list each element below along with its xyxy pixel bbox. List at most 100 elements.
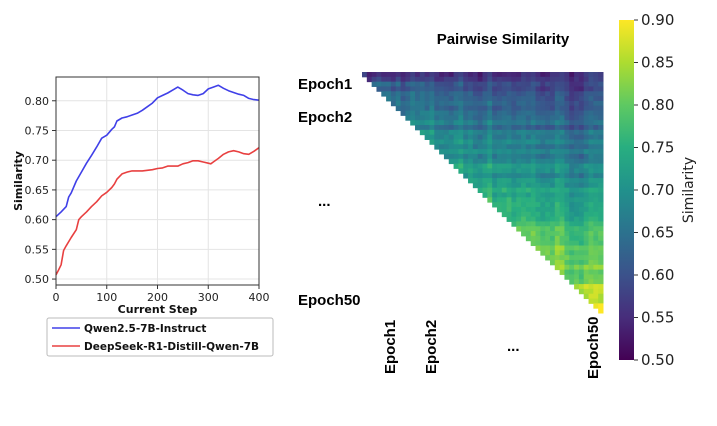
heatmap-cell (545, 250, 551, 256)
heatmap-cell (458, 100, 464, 107)
heatmap-cell (535, 173, 541, 179)
heatmap-cell (598, 255, 604, 261)
heatmap-cell (593, 197, 599, 203)
heatmap-cell (554, 72, 561, 78)
heatmap-cell (506, 187, 512, 193)
heatmap-cell (564, 105, 570, 112)
heatmap-cell (424, 120, 430, 126)
heatmap-cell (443, 115, 450, 121)
heatmap-cell (472, 120, 479, 126)
heatmap-cell (521, 187, 527, 193)
heatmap-cell (569, 149, 575, 155)
heatmap-cell (516, 226, 522, 232)
heatmap-cell (487, 96, 493, 102)
heatmap-cell (390, 91, 397, 97)
heatmap-cell (525, 125, 532, 131)
heatmap-cell (549, 192, 556, 198)
heatmap-cell (545, 226, 551, 232)
legend-entry-deepseek: DeepSeek-R1-Distill-Qwen-7B (84, 341, 259, 353)
heatmap-cell (535, 163, 541, 169)
heatmap-cell (468, 178, 474, 184)
heatmap-cell (477, 153, 483, 160)
heatmap-cell (458, 158, 464, 165)
heatmap-cell (506, 72, 512, 78)
heatmap-cell (530, 91, 537, 97)
heatmap-cell (496, 192, 503, 198)
heatmap-cell (492, 192, 498, 198)
heatmap-cell (569, 269, 575, 275)
heatmap-cell (569, 240, 575, 247)
heatmap-cell (535, 158, 541, 165)
heatmap-cell (554, 240, 561, 247)
heatmap-cell (569, 125, 575, 131)
heatmap-cell (598, 279, 604, 285)
heatmap-cell (521, 168, 527, 174)
heatmap-cell (583, 153, 590, 160)
heatmap-cell (511, 211, 517, 218)
heatmap-cell (574, 168, 580, 174)
heatmap-cell (578, 81, 585, 87)
heatmap-cell (535, 144, 541, 150)
heatmap-cell (501, 173, 508, 179)
heatmap-cell (530, 96, 537, 102)
heatmap-cell (525, 81, 532, 87)
heatmap-cell (400, 96, 406, 102)
heatmap-cell (511, 110, 517, 116)
heatmap-cell (472, 110, 479, 116)
heatmap-cell (482, 129, 488, 136)
heatmap-cell (448, 81, 455, 87)
heatmap-cell (506, 202, 512, 208)
heatmap-cell (468, 149, 474, 155)
heatmap-cell (472, 134, 479, 140)
heatmap-cell (400, 105, 406, 112)
heatmap-cell (559, 158, 565, 165)
heatmap-cell (496, 153, 503, 160)
heatmap-cell (429, 139, 435, 145)
heatmap-cell (487, 149, 493, 155)
heatmap-cell (593, 226, 599, 232)
heatmap-cell (511, 125, 517, 131)
heatmap-cell (535, 110, 541, 116)
heatmap-cell (559, 240, 565, 247)
heatmap-cell (574, 284, 580, 290)
heatmap-cell (439, 129, 445, 136)
heatmap-cell (549, 153, 556, 160)
heatmap-cell (492, 115, 498, 121)
heatmap-cell (521, 153, 527, 160)
heatmap-cell (583, 81, 590, 87)
heatmap-cell (496, 100, 503, 107)
col-label-ellipsis: ... (507, 338, 520, 355)
heatmap-cell (521, 125, 527, 131)
heatmap-cell (468, 120, 474, 126)
heatmap-cell (554, 110, 561, 116)
heatmap-cell (525, 139, 532, 145)
heatmap-cell (525, 235, 532, 242)
heatmap-cell (472, 96, 479, 102)
heatmap-cell (559, 120, 565, 126)
heatmap-cell (521, 206, 527, 213)
heatmap-cell (472, 91, 479, 97)
heatmap-cell (574, 197, 580, 203)
heatmap-cell (554, 115, 561, 121)
heatmap-cell (415, 110, 421, 116)
heatmap-cell (419, 76, 426, 83)
heatmap-cell (458, 144, 464, 150)
heatmap-cell (549, 120, 556, 126)
heatmap-cell (443, 149, 450, 155)
heatmap-cell (443, 144, 450, 150)
heatmap-cell (578, 187, 585, 193)
heatmap-cell (482, 182, 488, 189)
heatmap-cell (588, 264, 594, 271)
heatmap-cell (578, 86, 585, 92)
heatmap-cell (482, 105, 488, 112)
heatmap-cell (545, 91, 551, 97)
heatmap-cell (535, 120, 541, 126)
heatmap-cell (559, 206, 565, 213)
heatmap-cell (400, 72, 406, 78)
heatmap-cell (501, 163, 508, 169)
heatmap-cell (569, 192, 575, 198)
heatmap-cell (549, 250, 556, 256)
heatmap-cell (593, 182, 599, 189)
heatmap-cell (593, 240, 599, 247)
heatmap-cell (506, 91, 512, 97)
